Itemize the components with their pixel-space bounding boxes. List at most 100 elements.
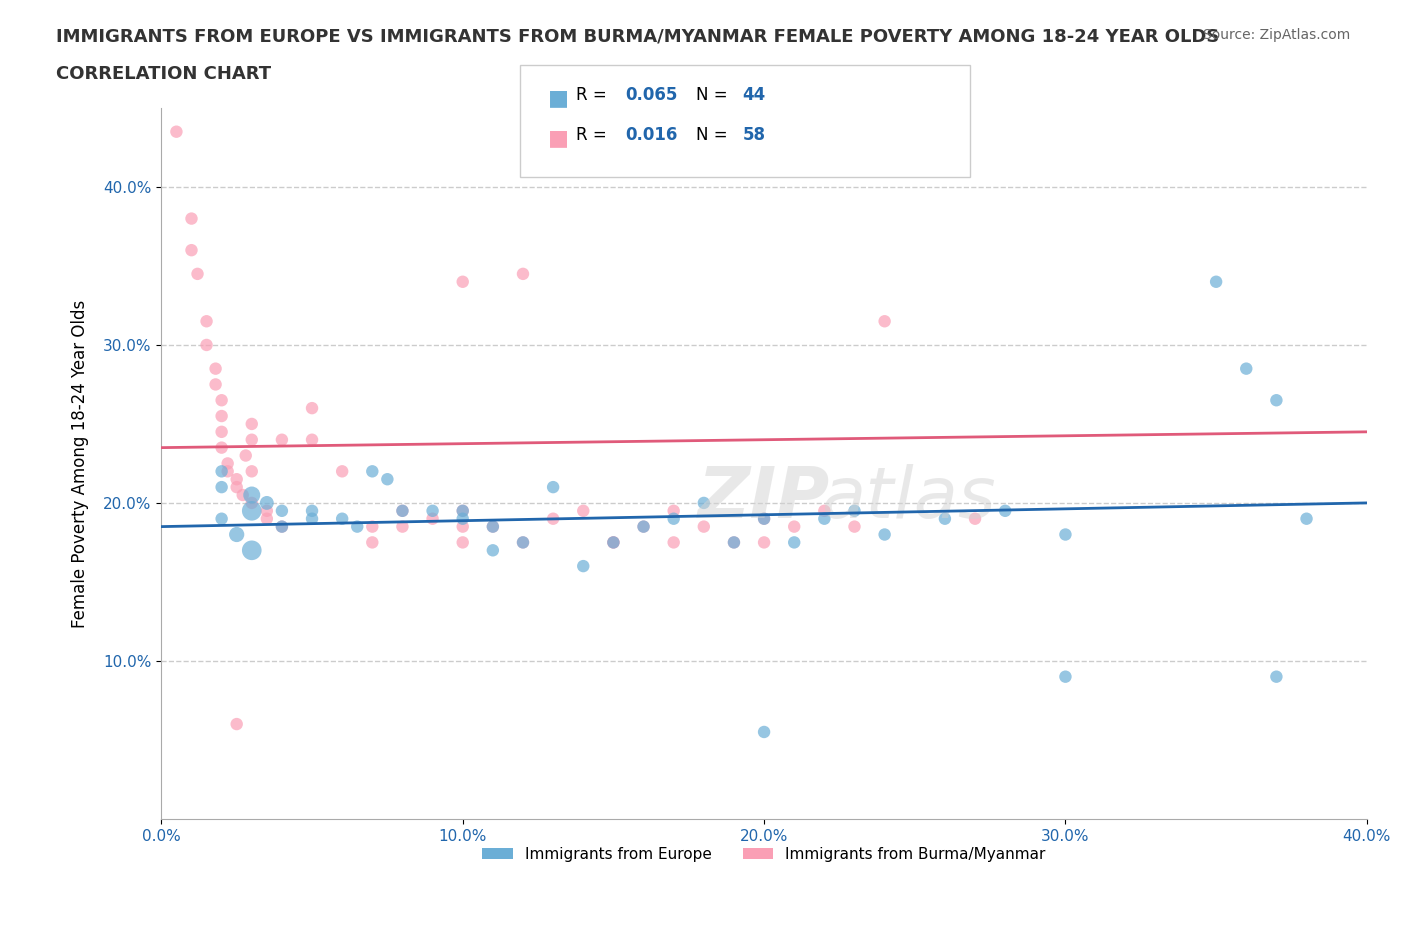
Point xyxy=(301,401,323,416)
Point xyxy=(211,424,233,439)
Text: ■: ■ xyxy=(548,128,569,149)
Text: IMMIGRANTS FROM EUROPE VS IMMIGRANTS FROM BURMA/MYANMAR FEMALE POVERTY AMONG 18-: IMMIGRANTS FROM EUROPE VS IMMIGRANTS FRO… xyxy=(56,28,1219,46)
Point xyxy=(240,432,263,447)
Point xyxy=(301,503,323,518)
Point xyxy=(204,361,226,376)
Text: 0.065: 0.065 xyxy=(626,86,678,104)
Point xyxy=(451,503,474,518)
Point xyxy=(217,456,239,471)
Point xyxy=(693,519,716,534)
Point xyxy=(422,503,444,518)
Point xyxy=(662,512,685,526)
Point xyxy=(451,519,474,534)
Point xyxy=(361,519,384,534)
Text: Source: ZipAtlas.com: Source: ZipAtlas.com xyxy=(1202,28,1350,42)
Text: R =: R = xyxy=(576,126,613,143)
Point xyxy=(1295,512,1317,526)
Point xyxy=(602,535,624,550)
Point xyxy=(633,519,655,534)
Point xyxy=(572,559,595,574)
Point xyxy=(422,512,444,526)
Point xyxy=(934,512,956,526)
Point xyxy=(602,535,624,550)
Point xyxy=(693,496,716,511)
Point xyxy=(225,472,247,486)
Point xyxy=(256,503,278,518)
Point xyxy=(361,464,384,479)
Point xyxy=(662,503,685,518)
Point xyxy=(723,535,745,550)
Point xyxy=(270,519,292,534)
Point xyxy=(270,503,292,518)
Point xyxy=(1054,670,1077,684)
Text: 0.016: 0.016 xyxy=(626,126,678,143)
Point xyxy=(451,503,474,518)
Point xyxy=(180,243,202,258)
Point xyxy=(240,543,263,558)
Point xyxy=(204,377,226,392)
Point xyxy=(963,512,986,526)
Text: atlas: atlas xyxy=(821,464,995,534)
Point xyxy=(752,512,775,526)
Text: 44: 44 xyxy=(742,86,766,104)
Point xyxy=(1265,670,1288,684)
Point xyxy=(240,487,263,502)
Point xyxy=(1234,361,1257,376)
Point xyxy=(482,519,505,534)
Point xyxy=(512,535,534,550)
Point xyxy=(240,417,263,432)
Point xyxy=(844,503,866,518)
Point xyxy=(873,313,896,328)
Point xyxy=(482,543,505,558)
Point xyxy=(844,519,866,534)
Point xyxy=(662,535,685,550)
Point xyxy=(211,408,233,423)
Point xyxy=(225,717,247,732)
Point xyxy=(225,480,247,495)
Point xyxy=(633,519,655,534)
Point xyxy=(195,313,218,328)
Point xyxy=(330,464,353,479)
Point xyxy=(451,535,474,550)
Point xyxy=(211,480,233,495)
Point xyxy=(377,472,399,486)
Y-axis label: Female Poverty Among 18-24 Year Olds: Female Poverty Among 18-24 Year Olds xyxy=(72,299,89,628)
Point xyxy=(180,211,202,226)
Point xyxy=(217,464,239,479)
Point xyxy=(270,432,292,447)
Text: 58: 58 xyxy=(742,126,765,143)
Point xyxy=(451,512,474,526)
Point xyxy=(301,432,323,447)
Text: N =: N = xyxy=(696,86,733,104)
Point xyxy=(994,503,1017,518)
Point xyxy=(240,503,263,518)
Point xyxy=(240,464,263,479)
Point xyxy=(346,519,368,534)
Point xyxy=(602,535,624,550)
Point xyxy=(752,512,775,526)
Point xyxy=(391,519,413,534)
Point xyxy=(451,274,474,289)
Point xyxy=(813,512,835,526)
Point xyxy=(270,519,292,534)
Point xyxy=(211,512,233,526)
Point xyxy=(541,480,564,495)
Point xyxy=(1205,274,1227,289)
Point xyxy=(391,503,413,518)
Point xyxy=(195,338,218,352)
Point xyxy=(783,535,806,550)
Point xyxy=(211,464,233,479)
Point xyxy=(873,527,896,542)
Point xyxy=(165,125,187,140)
Text: N =: N = xyxy=(696,126,733,143)
Point xyxy=(813,503,835,518)
Point xyxy=(330,512,353,526)
Text: R =: R = xyxy=(576,86,613,104)
Point xyxy=(1054,527,1077,542)
Point xyxy=(512,535,534,550)
Point xyxy=(256,512,278,526)
Point xyxy=(186,266,208,281)
Point xyxy=(240,496,263,511)
Point xyxy=(1265,392,1288,407)
Point xyxy=(256,496,278,511)
